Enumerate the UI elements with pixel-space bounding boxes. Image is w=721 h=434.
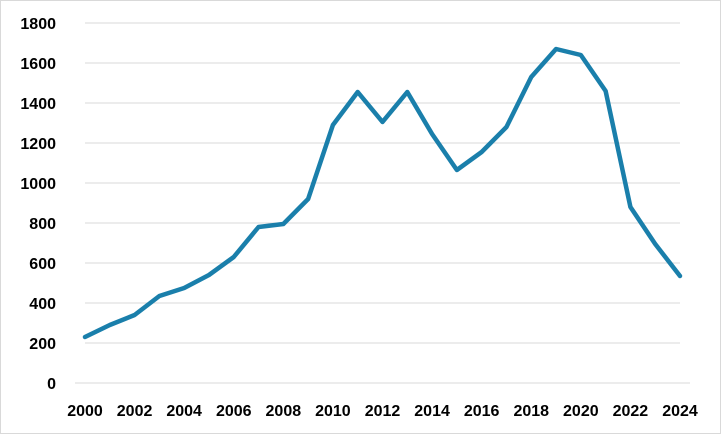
y-tick-label: 0: [47, 376, 56, 393]
x-tick-label: 2018: [513, 403, 549, 420]
x-tick-label: 2010: [315, 403, 351, 420]
y-tick-label: 1600: [20, 56, 56, 73]
x-tick-labels: 2000 2002 2004 2006 2008 2010 2012 2014 2016 2018…: [67, 403, 698, 420]
series-layer: [82, 46, 683, 340]
y-tick-label: 1800: [20, 16, 56, 33]
y-tick-label: 800: [29, 216, 56, 233]
x-tick-label: 2008: [266, 403, 302, 420]
x-tick-label: 2022: [613, 403, 649, 420]
y-tick-label: 1200: [20, 136, 56, 153]
x-tick-label: 2012: [365, 403, 401, 420]
x-tick-label: 2020: [563, 403, 599, 420]
x-tick-label: 2024: [662, 403, 698, 420]
y-tick-labels: 0 200 400 600 800 1000 1200 1400 1600 1800: [20, 16, 56, 393]
x-tick-label: 2014: [414, 403, 450, 420]
x-tick-label: 2006: [216, 403, 252, 420]
gridlines: [85, 22, 680, 344]
x-tick-label: 2016: [464, 403, 500, 420]
y-tick-label: 400: [29, 296, 56, 313]
x-tick-label: 2004: [166, 403, 202, 420]
y-tick-label: 200: [29, 336, 56, 353]
y-tick-label: 1400: [20, 96, 56, 113]
y-tick-label: 1000: [20, 176, 56, 193]
series-line: [82, 46, 683, 340]
x-tick-label: 2000: [67, 403, 103, 420]
x-tick-label: 2002: [117, 403, 153, 420]
y-tick-label: 600: [29, 256, 56, 273]
